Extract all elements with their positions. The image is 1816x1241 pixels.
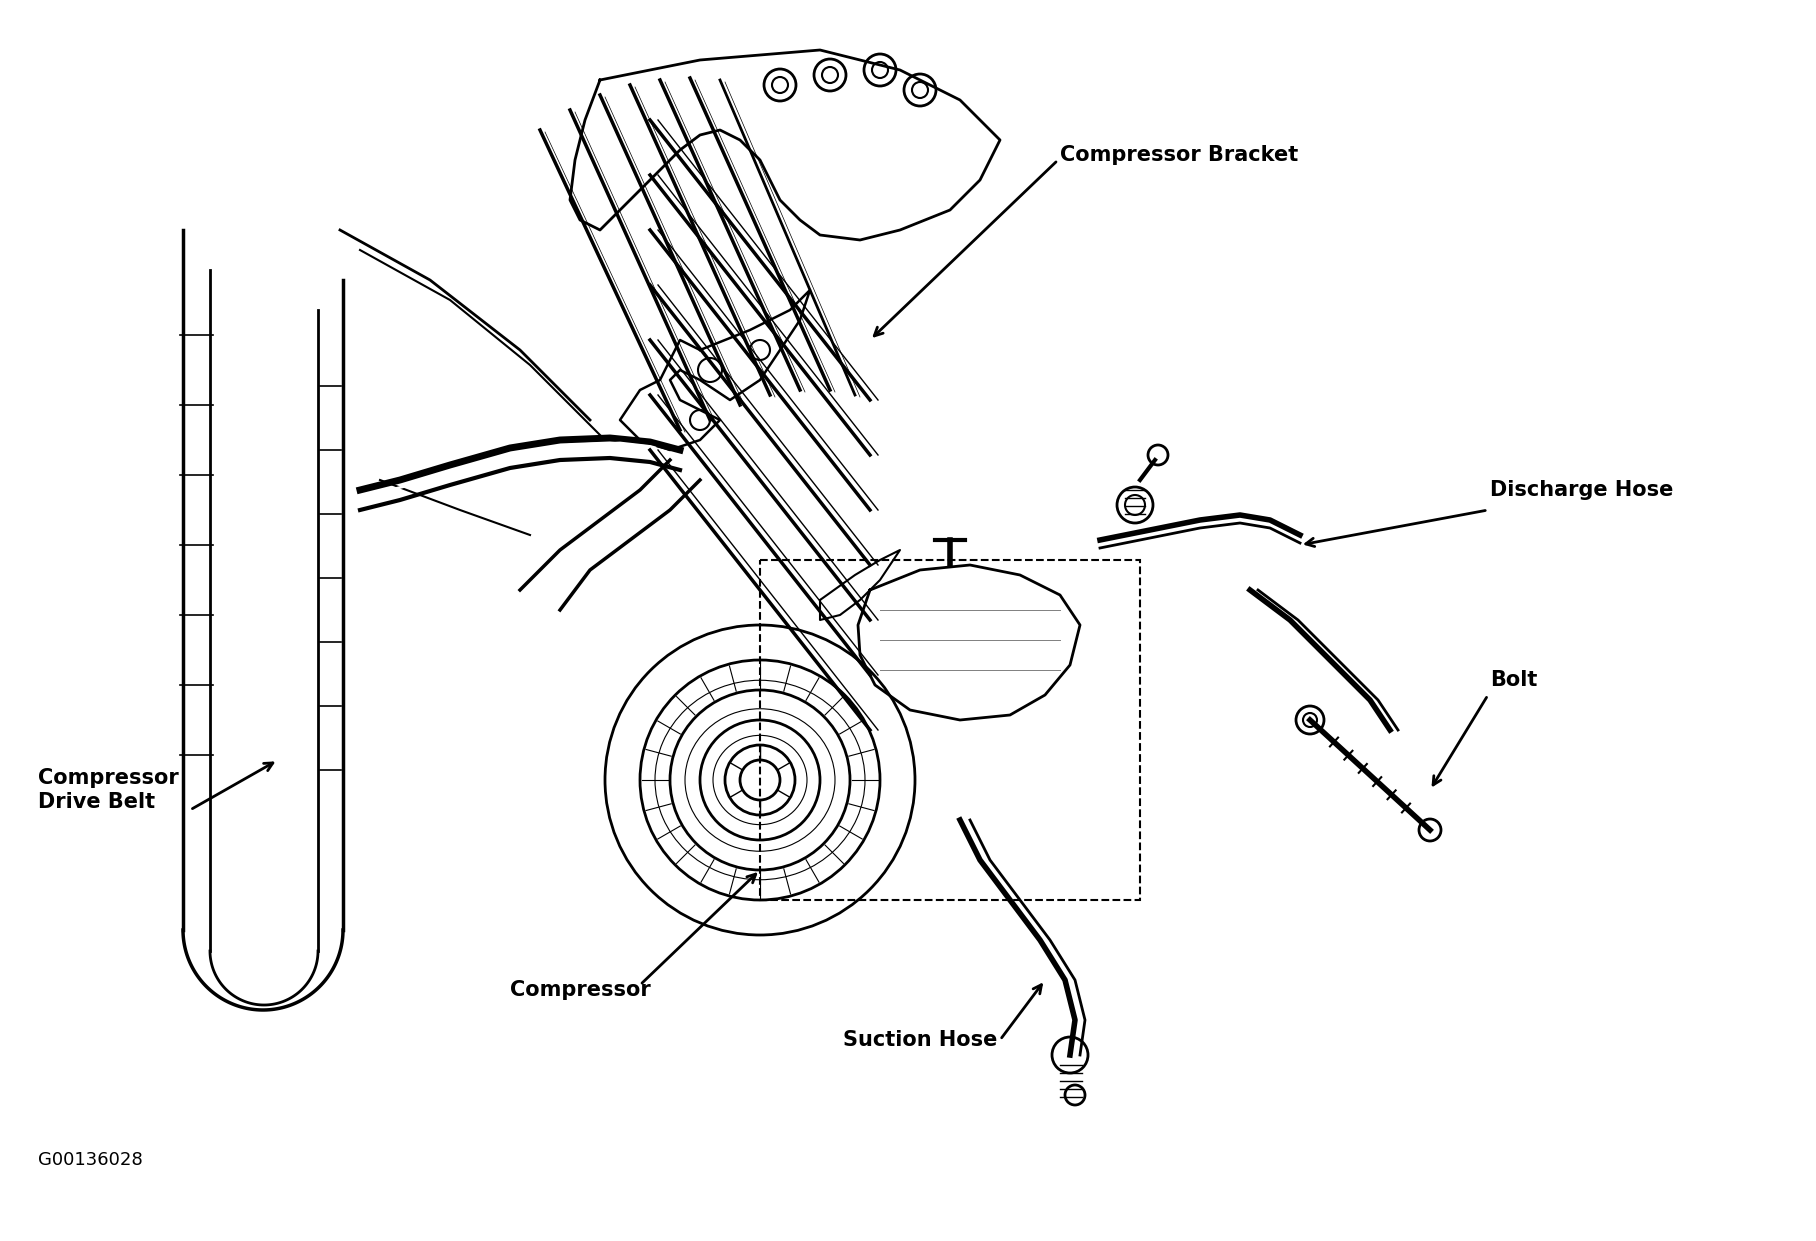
Text: Discharge Hose: Discharge Hose [1489, 480, 1673, 500]
Text: Suction Hose: Suction Hose [843, 1030, 997, 1050]
Bar [761, 560, 1140, 900]
Text: Bolt: Bolt [1489, 670, 1538, 690]
Text: Compressor: Compressor [510, 980, 650, 1000]
Text: Compressor Bracket: Compressor Bracket [1061, 145, 1298, 165]
Text: Compressor
Drive Belt: Compressor Drive Belt [38, 768, 178, 812]
Text: G00136028: G00136028 [38, 1150, 143, 1169]
